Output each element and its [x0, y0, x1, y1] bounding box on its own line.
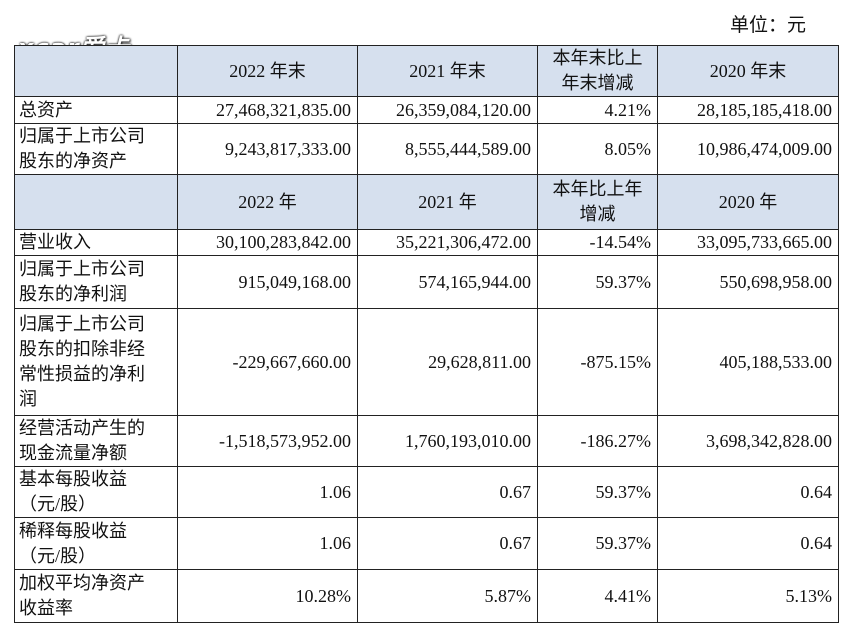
value-cell: 10,986,474,009.00 [657, 123, 839, 175]
header-row: 2022 年末 2021 年末 本年末比上年末增减 2020 年末 [14, 45, 839, 97]
value-cell: -875.15% [537, 308, 658, 416]
text-line: 2021 年末 [409, 60, 486, 81]
text-line: 本年比上年 [552, 179, 643, 199]
data-row: 总资产 27,468,321,835.00 26,359,084,120.00 4.2… [14, 96, 839, 124]
text-line: 2020 年末 [709, 60, 787, 81]
value-cell: 3,698,342,828.00 [657, 415, 839, 467]
text-line: 2021 年 [418, 191, 477, 212]
value-cell: 9,243,817,333.00 [177, 123, 358, 175]
value-cell: 59.37% [537, 466, 658, 518]
value-cell: 0.67 [357, 517, 538, 570]
table-body: 2022 年末 2021 年末 本年末比上年末增减 2020 年末总资产 27,468,… [14, 45, 839, 623]
text-line: 常性损益的净利 [19, 364, 145, 384]
text-line: 基本每股收益 [19, 469, 127, 489]
row-label: 稀释每股收益 （元/股） [14, 517, 178, 570]
value-cell: 0.64 [657, 517, 839, 570]
value-cell: -229,667,660.00 [177, 308, 358, 416]
text-line: 年末增减 [561, 73, 634, 93]
value-cell: 915,049,168.00 [177, 255, 358, 309]
row-label: 经营活动产生的 现金流量净额 [14, 415, 178, 467]
value-cell: 59.37% [537, 255, 658, 309]
value-cell: 550,698,958.00 [657, 255, 839, 309]
data-row: 稀释每股收益 （元/股） 1.06 0.67 59.37% 0.64 [14, 517, 839, 570]
header-cell: 本年比上年 增减 [537, 174, 658, 230]
text-line: 现金流量净额 [19, 443, 127, 463]
value-cell: 1,760,193,010.00 [357, 415, 538, 467]
value-cell: 5.87% [357, 569, 538, 623]
header-cell: 2022 年 [177, 174, 358, 230]
value-cell: 8,555,444,589.00 [357, 123, 538, 175]
value-cell: 4.21% [537, 96, 658, 124]
text-line: 加权平均净资产 [19, 573, 145, 593]
value-cell: 405,188,533.00 [657, 308, 839, 416]
data-row: 基本每股收益 （元/股） 1.06 0.67 59.37% 0.64 [14, 466, 839, 518]
data-row: 归属于上市公司 股东的扣除非经 常性损益的净利润 -229,667,660.00 29,… [14, 308, 839, 416]
header-cell: 2021 年 [357, 174, 538, 230]
value-cell: 28,185,185,418.00 [657, 96, 839, 124]
unit-note: 单位：元 [729, 15, 806, 36]
value-cell: 10.28% [177, 569, 358, 623]
header-cell: 本年末比上 年末增减 [537, 45, 658, 97]
text-line: 2020 年 [718, 191, 778, 212]
data-row: 加权平均净资产 收益率 10.28% 5.87% 4.41% 5.13% [14, 569, 839, 623]
data-row: 归属于上市公司 股东的净资产 9,243,817,333.00 8,555,444,5… [14, 123, 839, 175]
row-label: 归属于上市公司 股东的扣除非经 常性损益的净利润 [14, 308, 178, 416]
text-line: （元/股） [19, 545, 97, 566]
text-line: 归属于上市公司 [19, 314, 145, 334]
text-line: 归属于上市公司 [19, 259, 145, 279]
text-line: 股东的扣除非经 [19, 339, 145, 359]
row-label: 归属于上市公司 股东的净利润 [14, 255, 178, 309]
text-line: 2022 年 [238, 191, 297, 212]
header-cell [14, 45, 178, 97]
value-cell: 574,165,944.00 [357, 255, 538, 309]
data-row: 营业收入 30,100,283,842.00 35,221,306,472.00 -1… [14, 229, 839, 256]
value-cell: -186.27% [537, 415, 658, 467]
text-line: 归属于上市公司 [19, 126, 145, 146]
value-cell: 29,628,811.00 [357, 308, 538, 416]
data-row: 归属于上市公司 股东的净利润 915,049,168.00 574,165,944.0… [14, 255, 839, 309]
value-cell: 33,095,733,665.00 [657, 229, 839, 256]
header-cell: 2021 年末 [357, 45, 538, 97]
text-line: 稀释每股收益 [19, 520, 127, 541]
financial-table: 2022 年末 2021 年末 本年末比上年末增减 2020 年末总资产 27,468,… [14, 45, 839, 623]
row-label: 加权平均净资产 收益率 [14, 569, 178, 623]
text-line: 收益率 [19, 598, 73, 618]
header-cell: 2020 年 [657, 174, 839, 230]
text-line: 经营活动产生的 [19, 418, 145, 438]
header-cell: 2022 年末 [177, 45, 358, 97]
value-cell: -1,518,573,952.00 [177, 415, 358, 467]
row-label: 营业收入 [14, 229, 178, 256]
header-cell: 2020 年末 [657, 45, 839, 97]
text-line: 总资产 [19, 99, 73, 120]
text-line: （元/股） [19, 494, 97, 514]
text-line: 股东的净资产 [19, 151, 127, 171]
value-cell: 0.64 [657, 466, 839, 518]
value-cell: 35,221,306,472.00 [357, 229, 538, 256]
text-line: 营业收入 [19, 232, 91, 252]
value-cell: -14.54% [537, 229, 658, 256]
value-cell: 27,468,321,835.00 [177, 96, 358, 124]
value-cell: 8.05% [537, 123, 658, 175]
value-cell: 0.67 [357, 466, 538, 518]
text-line: 润 [19, 389, 37, 409]
text-line: 股东的净利润 [19, 284, 127, 304]
value-cell: 4.41% [537, 569, 658, 623]
header-row: 2022 年 2021 年 本年比上年增减 2020 年 [14, 174, 839, 230]
value-cell: 30,100,283,842.00 [177, 229, 358, 256]
value-cell: 5.13% [657, 569, 839, 623]
text-line: 本年末比上 [552, 48, 643, 68]
value-cell: 1.06 [177, 517, 358, 570]
text-line: 2022 年末 [229, 60, 306, 81]
value-cell: 26,359,084,120.00 [357, 96, 538, 124]
text-line: 增减 [579, 204, 616, 224]
data-row: 经营活动产生的 现金流量净额 -1,518,573,952.00 1,760,193,… [14, 415, 839, 467]
row-label: 基本每股收益 （元/股） [14, 466, 178, 518]
row-label: 总资产 [14, 96, 178, 124]
header-cell [14, 174, 178, 230]
row-label: 归属于上市公司 股东的净资产 [14, 123, 178, 175]
value-cell: 59.37% [537, 517, 658, 570]
value-cell: 1.06 [177, 466, 358, 518]
